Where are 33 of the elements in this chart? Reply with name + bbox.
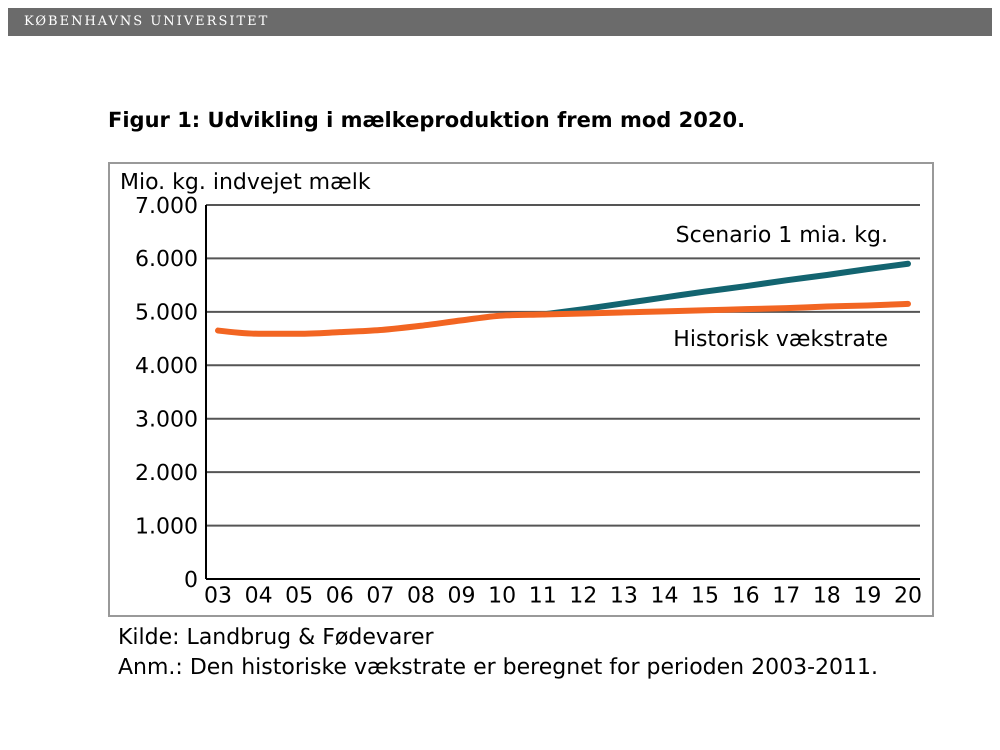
y-tick-label: 1.000 [135,514,198,540]
chart-title: Figur 1: Udvikling i mælkeproduktion frem mod 2020. [108,108,746,132]
x-tick-label: 09 [448,584,476,609]
series-label: Scenario 1 mia. kg. [676,222,888,248]
y-axis-title: Mio. kg. indvejet mælk [120,170,372,195]
y-tick-label: 6.000 [135,247,198,272]
x-tick-label: 04 [244,584,273,609]
x-tick-label: 12 [569,584,598,609]
x-tick-label: 14 [650,584,678,609]
text: KØBENHAVNS UNIVERSITET [8,8,992,36]
y-tick-label: 3.000 [135,408,198,433]
y-tick-label: 2.000 [135,460,198,486]
x-tick-label: 13 [610,584,638,609]
y-tick-label: 4.000 [135,354,198,380]
x-tick-label: 15 [691,584,720,609]
x-tick-label: 08 [406,584,435,609]
y-tick-label: 7.000 [135,194,198,219]
x-tick-label: 17 [772,584,800,609]
x-tick-label: 06 [326,584,354,609]
y-tick-label: 0 [184,568,198,593]
text: Kilde: Landbrug & Fødevarer [118,624,435,652]
x-tick-label: 11 [528,584,557,609]
x-tick-label: 03 [204,584,232,609]
x-tick-label: 18 [812,584,841,609]
x-tick-label: 20 [894,584,922,609]
series-label: Historisk vækstrate [673,326,888,352]
text: Anm.: Den historiske vækstrate er beregnet for perioden 2003-2011. [118,654,880,682]
y-tick-label: 5.000 [135,300,198,326]
x-tick-label: 19 [853,584,882,609]
x-tick-label: 05 [285,584,314,609]
x-tick-label: 10 [488,584,516,609]
x-tick-label: 16 [732,584,760,609]
x-tick-label: 07 [366,584,394,609]
